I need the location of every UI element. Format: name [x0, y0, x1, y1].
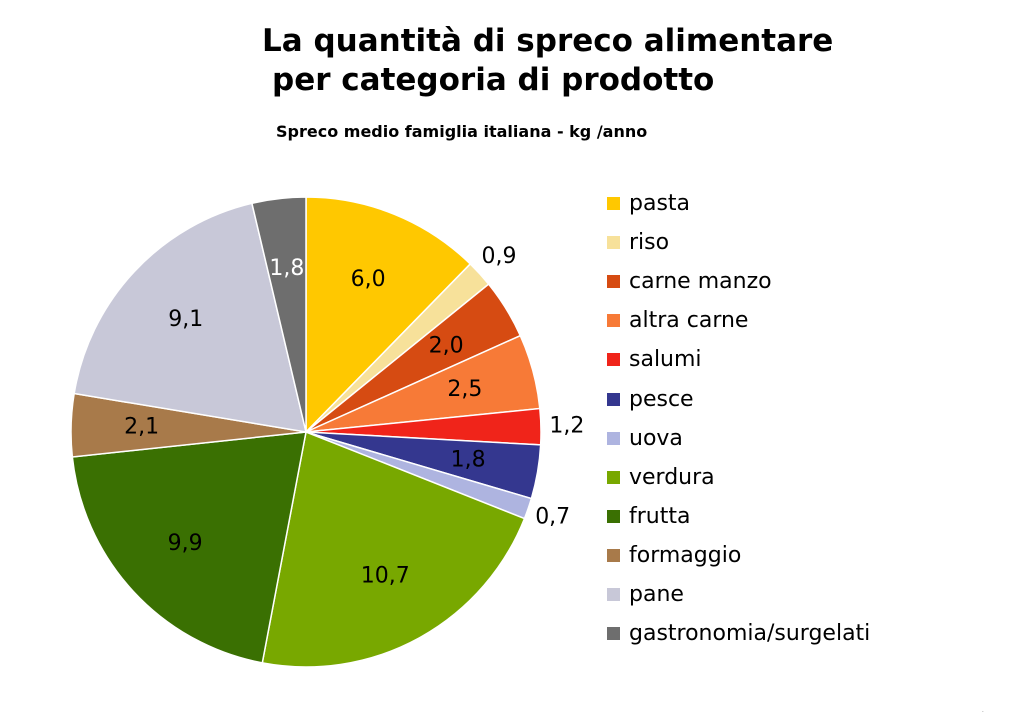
pie-value-label-gastronomia-surgelati: 1,8 — [269, 256, 304, 281]
legend-label: riso — [629, 230, 670, 256]
legend-label: formaggio — [629, 542, 742, 568]
legend-label: altra carne — [629, 308, 749, 334]
legend-item-gastronomia-surgelati: gastronomia/surgelati — [607, 614, 870, 653]
pie-value-label-salumi: 1,2 — [549, 414, 584, 439]
pie-value-labels: 6,0 0,9 2,0 2,5 1,2 1,8 0,7 10,7 9,9 2,1 9,1 1,8 — [124, 244, 584, 589]
legend-label: verdura — [629, 464, 715, 490]
legend-label: uova — [629, 425, 683, 451]
legend-label: pasta — [629, 191, 691, 217]
legend-swatch — [607, 197, 620, 211]
legend-swatch — [607, 353, 620, 367]
legend-item-pasta: pasta — [607, 184, 870, 223]
legend-swatch — [607, 431, 620, 445]
legend-item-salumi: salumi — [607, 340, 870, 379]
legend-swatch — [607, 627, 620, 641]
legend-swatch — [607, 314, 620, 328]
pie-value-label-pasta: 6,0 — [351, 267, 386, 292]
pie-value-label-uova: 0,7 — [535, 505, 570, 530]
legend-item-frutta: frutta — [607, 497, 870, 536]
legend-swatch — [607, 470, 620, 484]
legend-item-pane: pane — [607, 575, 870, 614]
legend-label: pesce — [629, 386, 694, 412]
pie-slice-verdura — [261, 430, 526, 668]
legend-swatch — [607, 275, 620, 289]
chart-title-line-2: per categoria di prodotto — [272, 62, 715, 98]
pie-value-label-formaggio: 2,1 — [124, 415, 159, 440]
pie-slice-gastronomia-surgelati — [251, 196, 307, 433]
pie-value-label-verdura: 10,7 — [361, 564, 410, 589]
pie-slice-frutta — [71, 431, 307, 664]
legend-item-formaggio: formaggio — [607, 536, 870, 575]
legend-item-carne-manzo: carne manzo — [607, 262, 870, 301]
legend-item-riso: riso — [607, 223, 870, 262]
pie-slice-pasta — [305, 196, 472, 434]
legend-swatch — [607, 392, 620, 406]
chart-subtitle: Spreco medio famiglia italiana - kg /ann… — [276, 122, 648, 141]
legend-swatch — [607, 587, 620, 601]
pie-slices — [70, 196, 542, 668]
pie-value-label-frutta: 9,9 — [168, 531, 203, 556]
legend-label: carne manzo — [629, 269, 772, 295]
legend-swatch — [607, 236, 620, 250]
legend-swatch — [607, 509, 620, 523]
legend-label: salumi — [629, 347, 702, 373]
pie-slice-pane — [73, 202, 307, 433]
pie-value-label-pesce: 1,8 — [451, 448, 486, 473]
page-corner-mark: · — [981, 708, 984, 716]
legend-label: frutta — [629, 503, 691, 529]
legend-swatch — [607, 548, 620, 562]
pie-value-label-carne-manzo: 2,0 — [429, 333, 464, 358]
legend-item-uova: uova — [607, 419, 870, 458]
chart-title-line-1: La quantità di spreco alimentare — [262, 23, 834, 59]
legend-item-verdura: verdura — [607, 458, 870, 497]
pie-value-label-altra-carne: 2,5 — [447, 377, 482, 402]
legend-item-altra-carne: altra carne — [607, 301, 870, 340]
pie-value-label-riso: 0,9 — [482, 244, 517, 269]
chart-legend: pasta riso carne manzo altra carne salumi pes… — [607, 184, 870, 653]
legend-label: pane — [629, 581, 684, 607]
legend-item-pesce: pesce — [607, 379, 870, 418]
pie-value-label-pane: 9,1 — [168, 307, 203, 332]
legend-label: gastronomia/surgelati — [629, 621, 871, 647]
